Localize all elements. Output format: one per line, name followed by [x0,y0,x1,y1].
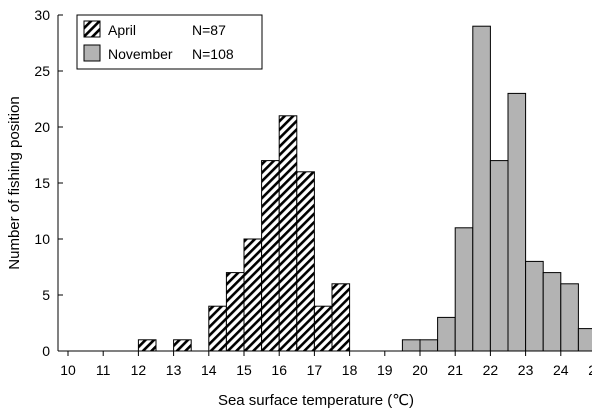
tick-labels-layer: 0 5 10 15 20 25 30 10 11 12 13 14 15 16 17 18 19 20 21 22 23… [34,7,592,378]
legend-label-november: November [108,46,173,62]
y-axis-title: Number of fishing position [6,96,23,269]
bar-november-6 [507,92,527,352]
x-tick-label-8: 18 [342,362,358,378]
bar-april-1 [173,339,192,352]
x-tick-label-7: 17 [307,362,323,378]
bar-november-4 [472,25,491,352]
legend-n-april: N=87 [192,22,226,38]
bar-november-5 [489,160,509,352]
x-tick-label-15: 25 [588,362,592,378]
bar-november-3 [454,227,474,352]
bar-april-5 [261,160,280,352]
x-tick-label-2: 12 [131,362,147,378]
x-tick-label-1: 11 [96,362,111,378]
bars-layer [137,25,592,352]
y-tick-label-6: 30 [34,7,50,23]
x-tick-label-9: 19 [377,362,393,378]
legend-swatch-november [83,44,101,62]
y-tick-label-5: 25 [34,63,50,79]
y-tick-label-2: 10 [34,231,50,247]
x-tick-label-6: 16 [271,362,287,378]
x-tick-label-10: 20 [412,362,428,378]
x-axis-title: Sea surface temperature (℃) [218,392,414,409]
legend-swatch-april [83,20,101,38]
x-tick-label-0: 10 [60,362,76,378]
y-tick-label-1: 5 [42,287,50,303]
x-tick-label-3: 13 [166,362,182,378]
legend-label-april: April [108,22,136,38]
bar-april-3 [225,272,245,352]
bar-april-0 [137,339,157,352]
y-tick-label-0: 0 [42,343,50,359]
bar-november-2 [437,316,456,352]
bar-april-4 [243,238,263,352]
legend: April N=87 November N=108 [76,14,263,70]
x-tick-label-4: 14 [201,362,217,378]
x-tick-label-11: 21 [447,362,463,378]
bar-april-7 [296,171,315,352]
bar-november-9 [560,283,579,352]
y-tick-label-3: 15 [34,175,50,191]
bar-november-1 [419,339,439,352]
bar-november-0 [401,339,421,352]
bar-april-2 [208,305,227,352]
bar-november-10 [577,328,592,352]
x-tick-label-13: 23 [518,362,534,378]
x-tick-label-14: 24 [553,362,569,378]
x-tick-label-5: 15 [236,362,252,378]
y-tick-label-4: 20 [34,119,50,135]
bar-november-7 [525,260,544,352]
bar-april-9 [331,283,351,352]
legend-n-november: N=108 [192,46,234,62]
bar-november-8 [542,272,562,352]
bar-april-8 [313,305,333,352]
x-tick-label-12: 22 [483,362,499,378]
legend-box [76,14,263,70]
axes-layer [57,14,586,356]
bar-april-6 [278,115,298,352]
